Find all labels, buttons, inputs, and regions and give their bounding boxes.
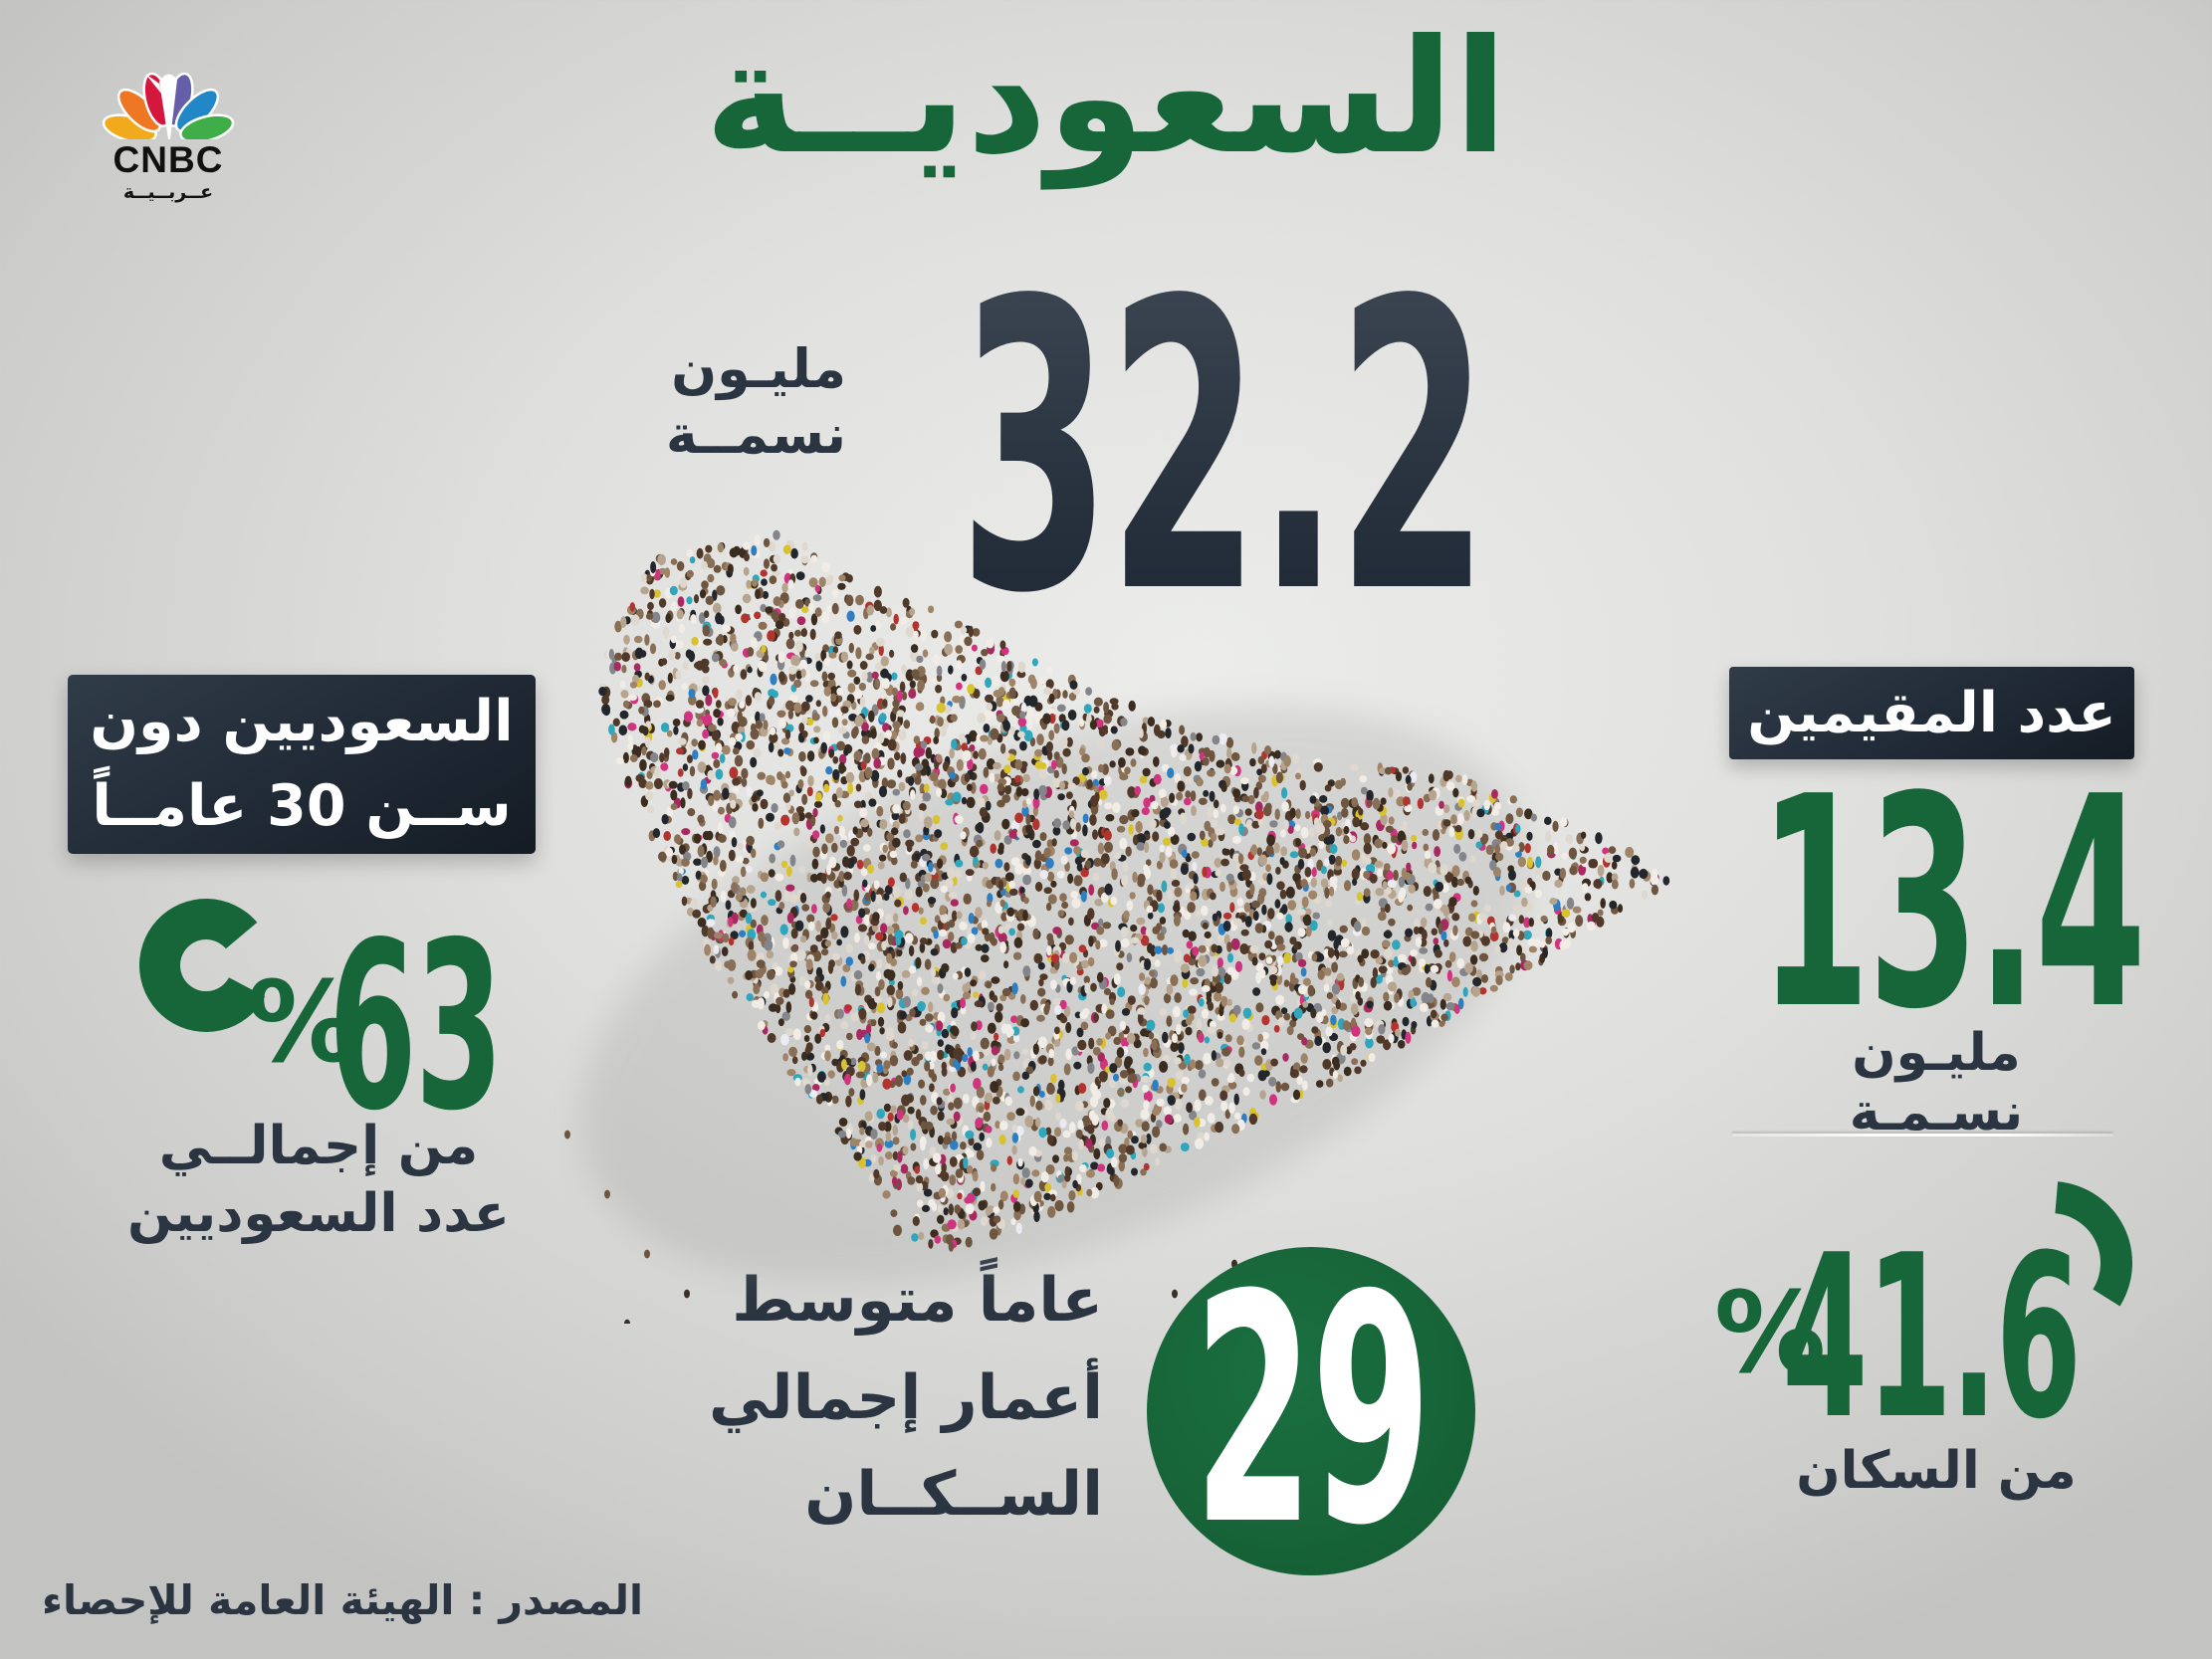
population-unit-line1: مليـون xyxy=(671,337,846,400)
median-age-desc-line2: أعمار إجمالي xyxy=(708,1361,1103,1433)
under30-desc-line2: عدد السعوديين xyxy=(126,1182,511,1244)
page-title: السعوديــة xyxy=(704,6,1508,189)
crowd-map-saudi-arabia xyxy=(564,529,1670,1324)
residents-label: عدد المقيمين xyxy=(1747,681,2116,745)
residents-share-value: 41.6 xyxy=(1782,1207,2082,1469)
cnbc-arabia-label: عــربــيــة xyxy=(122,181,214,203)
residents-share-description: من السكان xyxy=(1796,1441,2077,1501)
under30-desc-line1: من إجمالــي xyxy=(158,1116,479,1176)
median-age-badge: 29 xyxy=(1147,1247,1475,1575)
cnbc-wordmark: CNBC xyxy=(112,139,224,180)
under30-percent-value: 63 xyxy=(329,893,504,1161)
residents-share-arc-icon xyxy=(2055,1181,2132,1307)
median-age-desc-line3: الســكــان xyxy=(804,1459,1103,1531)
population-unit: مليـون نسمــة xyxy=(498,336,846,469)
population-unit-line2: نسمــة xyxy=(665,403,846,467)
under30-label-line1: السعوديين دون xyxy=(90,688,514,754)
source-credit: المصدر : الهيئة العامة للإحصاء xyxy=(42,1576,644,1624)
divider-line xyxy=(1732,1134,2113,1137)
under30-description: من إجمالــي عدد السعوديين xyxy=(80,1113,557,1248)
under30-label-line2: ســن 30 عامــاً xyxy=(92,773,512,839)
under30-label-box: السعوديين دون ســن 30 عامــاً xyxy=(68,675,536,854)
residents-value: 13.4 xyxy=(1759,734,2146,1073)
residents-unit: مليـون نسـمـة xyxy=(1849,1023,2024,1142)
peacock-icon xyxy=(102,72,235,143)
under30-donut-icon xyxy=(139,899,266,1033)
under30-percent-sign: % xyxy=(247,958,359,1088)
cnbc-arabia-logo: CNBC عــربــيــة xyxy=(64,44,273,203)
median-age-value: 29 xyxy=(1193,1228,1432,1594)
residents-share-percent-sign: % xyxy=(1714,1269,1827,1398)
population-total-value: 32.2 xyxy=(959,251,1917,649)
crowd-dots xyxy=(564,529,1670,1324)
residents-label-box: عدد المقيمين xyxy=(1729,667,2134,759)
